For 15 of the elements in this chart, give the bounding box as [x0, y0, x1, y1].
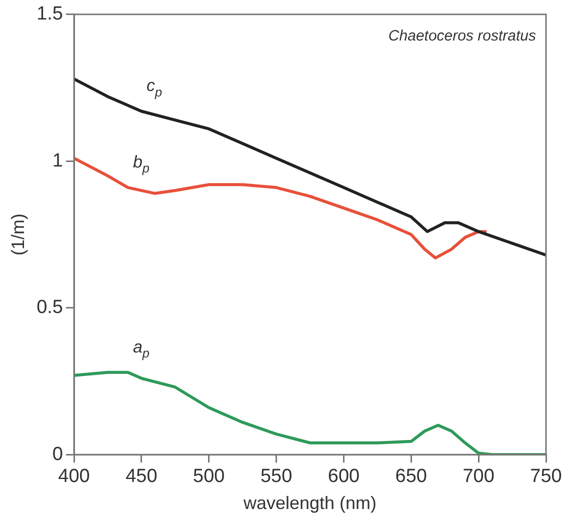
x-tick-label: 550 — [260, 466, 292, 488]
annotation: Chaetoceros rostratus — [388, 27, 536, 44]
x-tick-label: 600 — [328, 466, 360, 488]
x-tick-label: 400 — [58, 466, 90, 488]
x-tick-label: 450 — [126, 466, 158, 488]
x-tick-label: 500 — [193, 466, 225, 488]
x-axis-title: wavelength (nm) — [242, 493, 377, 514]
x-tick-label: 750 — [530, 466, 562, 488]
y-tick-label: 0.5 — [36, 297, 64, 318]
x-tick-label: 700 — [462, 466, 494, 488]
y-tick-label: 1.5 — [36, 4, 64, 25]
y-tick-label: 1 — [52, 150, 64, 172]
y-axis-title: (1/m) — [8, 214, 28, 256]
x-tick-label: 650 — [395, 466, 427, 488]
y-tick-label: 0 — [52, 444, 64, 465]
